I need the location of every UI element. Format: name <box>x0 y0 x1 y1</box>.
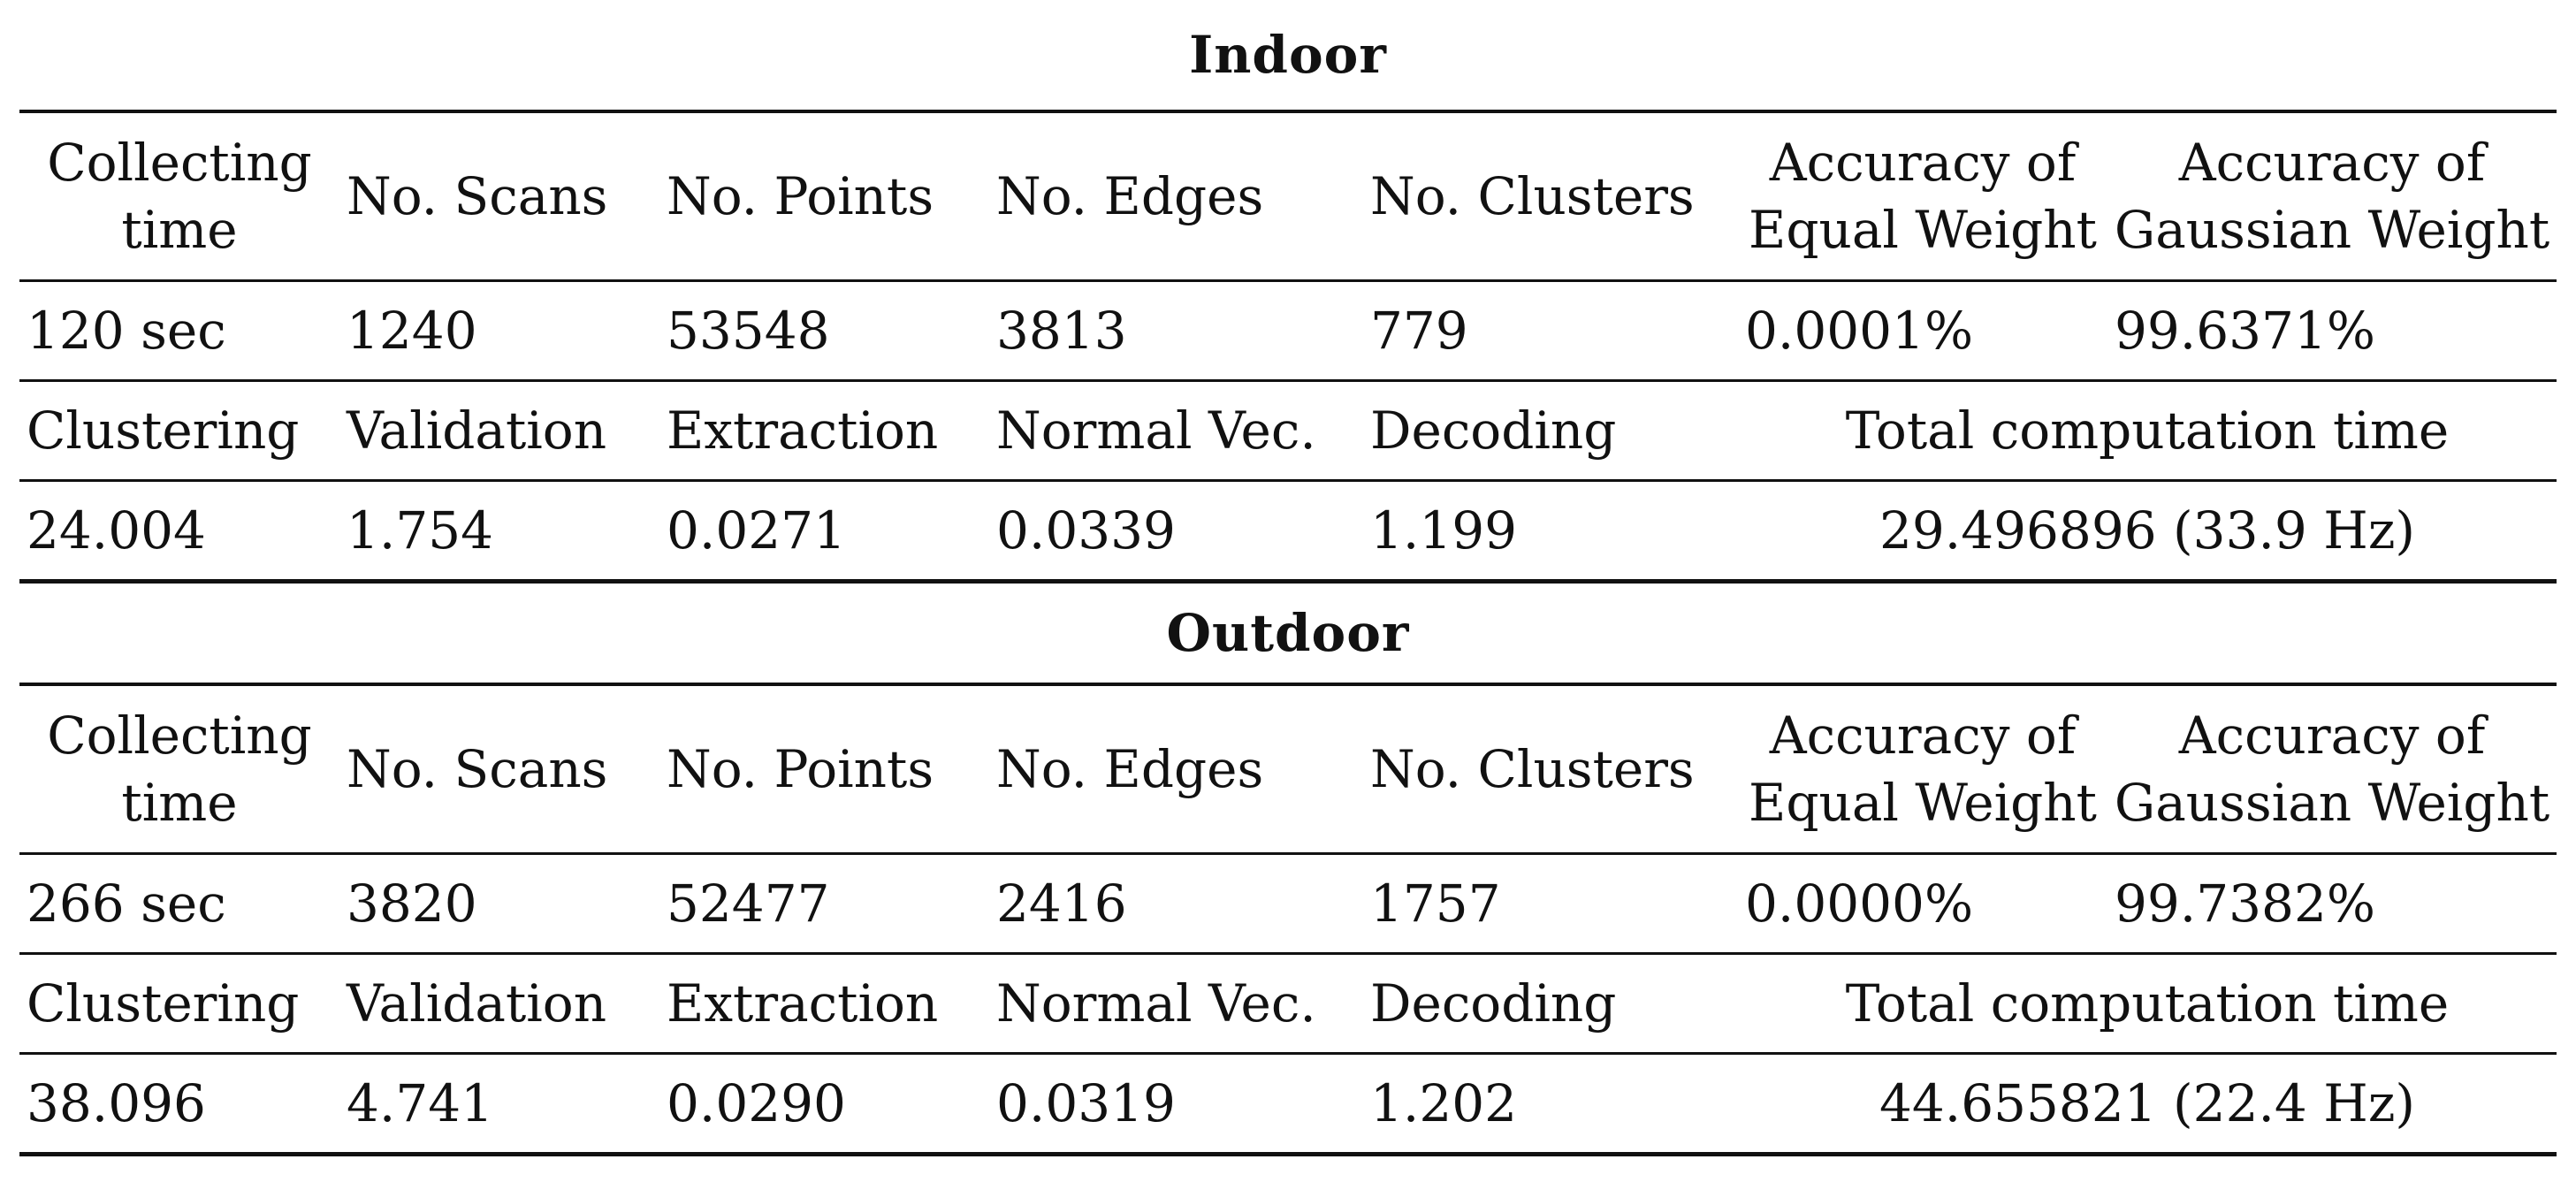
header-accuracy-gaussian-weight: Accuracy of Gaussian Weight <box>2107 110 2557 281</box>
cell-accuracy-equal: 0.0000% <box>1738 852 2107 954</box>
header-collecting-time: Collecting time <box>19 110 339 281</box>
header-no-edges: No. Edges <box>989 683 1363 854</box>
header-total-computation-time: Total computation time <box>1738 379 2557 481</box>
outdoor-timing-header-row: Clustering Validation Extraction Normal … <box>19 952 2557 1054</box>
cell-validation: 4.741 <box>339 1052 659 1156</box>
cell-validation: 1.754 <box>339 479 659 584</box>
header-normal-vec: Normal Vec. <box>989 379 1363 481</box>
header-decoding: Decoding <box>1363 379 1738 481</box>
header-clustering: Clustering <box>19 379 339 481</box>
indoor-timing-row: 24.004 1.754 0.0271 0.0339 1.199 29.4968… <box>19 479 2557 584</box>
cell-no-scans: 3820 <box>339 852 659 954</box>
cell-no-points: 53548 <box>659 279 989 381</box>
indoor-timing-header-row: Clustering Validation Extraction Normal … <box>19 379 2557 481</box>
indoor-table: Collecting time No. Scans No. Points No.… <box>19 110 2557 584</box>
cell-no-clusters: 1757 <box>1363 852 1738 954</box>
header-extraction: Extraction <box>659 379 989 481</box>
outdoor-stats-row: 266 sec 3820 52477 2416 1757 0.0000% 99.… <box>19 852 2557 954</box>
cell-extraction: 0.0271 <box>659 479 989 584</box>
cell-accuracy-equal: 0.0001% <box>1738 279 2107 381</box>
header-no-clusters: No. Clusters <box>1363 683 1738 854</box>
cell-total-computation-time: 29.496896 (33.9 Hz) <box>1738 479 2557 584</box>
header-validation: Validation <box>339 379 659 481</box>
cell-no-scans: 1240 <box>339 279 659 381</box>
section-title-outdoor: Outdoor <box>1166 603 1410 663</box>
outdoor-table: Collecting time No. Scans No. Points No.… <box>19 683 2557 1156</box>
header-no-scans: No. Scans <box>339 110 659 281</box>
header-clustering: Clustering <box>19 952 339 1054</box>
header-no-points: No. Points <box>659 110 989 281</box>
header-no-points: No. Points <box>659 683 989 854</box>
header-normal-vec: Normal Vec. <box>989 952 1363 1054</box>
header-no-clusters: No. Clusters <box>1363 110 1738 281</box>
indoor-stats-row: 120 sec 1240 53548 3813 779 0.0001% 99.6… <box>19 279 2557 381</box>
cell-extraction: 0.0290 <box>659 1052 989 1156</box>
cell-clustering: 24.004 <box>19 479 339 584</box>
header-accuracy-equal-weight: Accuracy of Equal Weight <box>1738 683 2107 854</box>
section-title-indoor: Indoor <box>1189 25 1387 85</box>
cell-normal-vec: 0.0319 <box>989 1052 1363 1156</box>
cell-no-points: 52477 <box>659 852 989 954</box>
cell-decoding: 1.199 <box>1363 479 1738 584</box>
results-table: Indoor Collecting time No. Scans No. Poi… <box>19 0 2557 1156</box>
cell-clustering: 38.096 <box>19 1052 339 1156</box>
header-accuracy-equal-weight: Accuracy of Equal Weight <box>1738 110 2107 281</box>
cell-accuracy-gaussian: 99.7382% <box>2107 852 2557 954</box>
cell-decoding: 1.202 <box>1363 1052 1738 1156</box>
header-collecting-time: Collecting time <box>19 683 339 854</box>
header-extraction: Extraction <box>659 952 989 1054</box>
outdoor-header-row: Collecting time No. Scans No. Points No.… <box>19 683 2557 854</box>
header-accuracy-gaussian-weight: Accuracy of Gaussian Weight <box>2107 683 2557 854</box>
header-decoding: Decoding <box>1363 952 1738 1054</box>
header-total-computation-time: Total computation time <box>1738 952 2557 1054</box>
cell-normal-vec: 0.0339 <box>989 479 1363 584</box>
cell-no-clusters: 779 <box>1363 279 1738 381</box>
header-validation: Validation <box>339 952 659 1054</box>
header-no-edges: No. Edges <box>989 110 1363 281</box>
cell-accuracy-gaussian: 99.6371% <box>2107 279 2557 381</box>
cell-no-edges: 2416 <box>989 852 1363 954</box>
cell-collecting-time: 120 sec <box>19 279 339 381</box>
cell-collecting-time: 266 sec <box>19 852 339 954</box>
cell-total-computation-time: 44.655821 (22.4 Hz) <box>1738 1052 2557 1156</box>
indoor-header-row: Collecting time No. Scans No. Points No.… <box>19 110 2557 281</box>
header-no-scans: No. Scans <box>339 683 659 854</box>
cell-no-edges: 3813 <box>989 279 1363 381</box>
outdoor-timing-row: 38.096 4.741 0.0290 0.0319 1.202 44.6558… <box>19 1052 2557 1156</box>
